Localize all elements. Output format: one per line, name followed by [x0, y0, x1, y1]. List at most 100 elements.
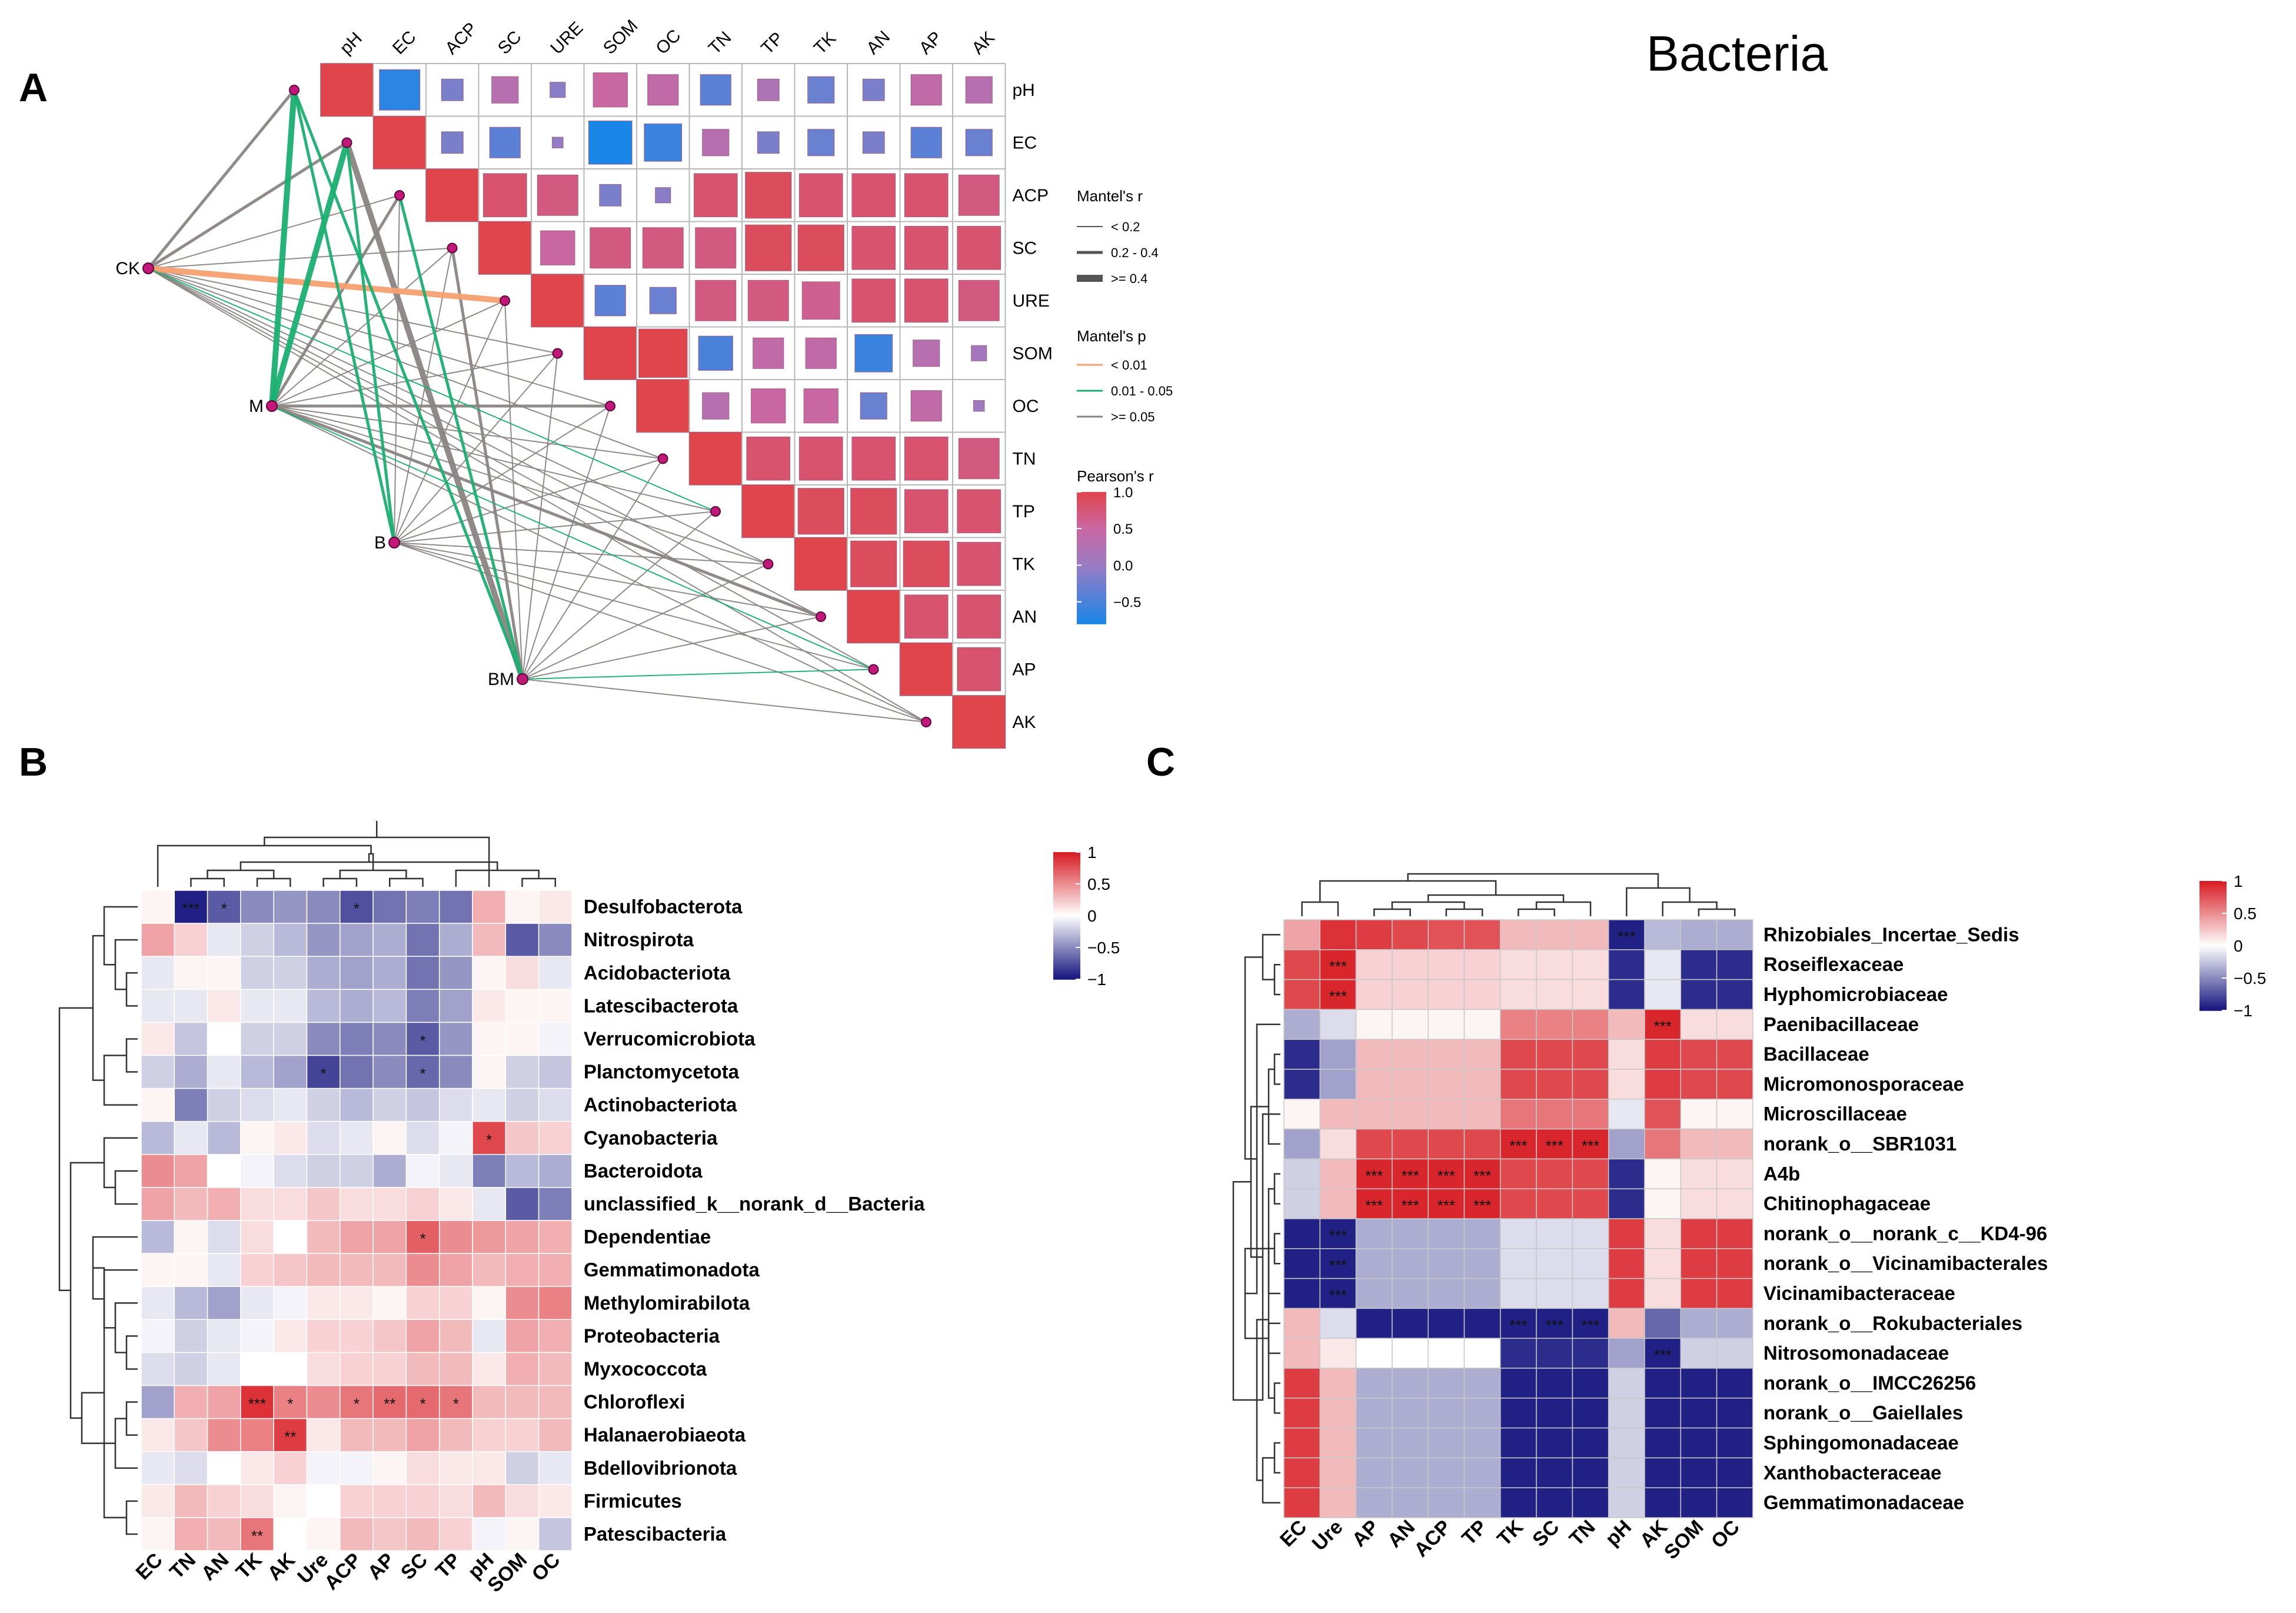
- heat-cell-chitinophagaceae-sc: [1536, 1188, 1573, 1219]
- right-label-ure: URE: [1013, 291, 1050, 311]
- heat-cell-unclassified-k-norank-d-bacteria-som: [505, 1187, 540, 1221]
- heat-cell-patescibacteria-ph: [472, 1517, 507, 1551]
- heat-cell-acidobacteriota-ak: [273, 956, 308, 990]
- row-label-gemmatimonadota: Gemmatimonadota: [584, 1259, 760, 1281]
- mantel-link-b-ak: [394, 542, 927, 723]
- significance-stars-14-10: ***: [1653, 1346, 1671, 1364]
- heat-cell-norank-o-rokubacteriales-ure: [1319, 1308, 1357, 1339]
- row-dendrogram-branch: [125, 972, 138, 1007]
- row-dendrogram-branch: [1262, 934, 1280, 980]
- corr-square-acp-oc: [655, 187, 671, 204]
- heat-cell-halanaerobiaeota-oc: [538, 1418, 573, 1452]
- heat-cell-chloroflexi-acp: [340, 1385, 374, 1419]
- heat-cell-rhizobiales-incertae-sedis-tk: [1500, 919, 1537, 950]
- col-label-ph: pH: [1601, 1516, 1636, 1551]
- heat-cell-bacillaceae-oc: [1716, 1039, 1753, 1070]
- legend-colorbar-swatch: [2199, 963, 2227, 966]
- row-dendrogram-branch: [1267, 1322, 1280, 1354]
- legend-pearson-swatch: [1077, 579, 1106, 582]
- heat-cell-a4b-som: [1680, 1158, 1718, 1189]
- heat-cell-chloroflexi-sc: [405, 1385, 440, 1419]
- heat-cell-gemmatimonadaceae-ec: [1283, 1487, 1321, 1518]
- legend-colorbar-swatch: [1053, 913, 1080, 916]
- panel-c-family-heatmap: *** *** *** *** *** *** *** *** *** *** *** *** *** *…: [1232, 872, 2266, 1564]
- corr-square-ure-som: [594, 285, 626, 317]
- figure-title: Bacteria: [1646, 26, 1828, 81]
- heat-cell-gemmatimonadaceae-ure: [1319, 1487, 1357, 1518]
- corr-square-oc-an: [860, 392, 887, 420]
- corr-square-ec-oc: [644, 123, 683, 162]
- heat-cell-unclassified-k-norank-d-bacteria-ph: [472, 1187, 507, 1221]
- heat-cell-verrucomicrobiota-som: [505, 1022, 540, 1056]
- legend-pearson-swatch: [1077, 560, 1106, 563]
- heat-cell-gemmatimonadaceae-oc: [1716, 1487, 1753, 1518]
- legend-colorbar-swatch: [1053, 934, 1080, 937]
- heat-cell-hyphomicrobiaceae-ure: [1319, 979, 1357, 1010]
- heat-cell-norank-o-imcc26256-som: [1680, 1368, 1718, 1399]
- corr-square-sc-ak: [957, 225, 1001, 270]
- top-label-ap: AP: [916, 28, 946, 58]
- legend-colorbar-swatch: [2199, 950, 2227, 953]
- legend-colorbar-swatch: [2199, 887, 2227, 890]
- significance-stars-7-7: ***: [1546, 1137, 1563, 1155]
- heat-cell-halanaerobiaeota-ec: [141, 1418, 175, 1452]
- heat-cell-norank-o-vicinamibacterales-ph: [1608, 1248, 1645, 1279]
- legend-colorbar-swatch: [1053, 873, 1080, 876]
- corr-square-ec-som: [588, 120, 633, 165]
- heat-cell-proteobacteria-ure: [306, 1319, 341, 1353]
- right-label-ap: AP: [1013, 660, 1036, 679]
- heat-cell-nitrospirota-ec: [141, 923, 175, 957]
- row-dendrogram-branch: [81, 1392, 115, 1444]
- legend-mantel-p-item-1: 0.01 - 0.05: [1111, 384, 1173, 398]
- heat-cell-bacteroidota-tn: [174, 1154, 208, 1188]
- legend-colorbar-swatch: [2199, 907, 2227, 910]
- corr-square-ec-tp: [757, 131, 780, 154]
- corr-square-sc-tk: [797, 224, 844, 271]
- heat-cell-hyphomicrobiaceae-som: [1680, 979, 1718, 1010]
- heat-cell-myxococcota-tk: [240, 1352, 274, 1386]
- corr-square-ec-ure: [552, 137, 564, 148]
- heat-cell-dependentiae-ak: [273, 1220, 308, 1254]
- heat-cell-paenibacillaceae-tk: [1500, 1009, 1537, 1040]
- heat-cell-bdellovibrionota-ap: [372, 1451, 407, 1485]
- heat-cell-vicinamibacteraceae-tk: [1500, 1278, 1537, 1309]
- corr-square-an-ak: [957, 594, 1001, 639]
- legend-colorbar-swatch: [2199, 902, 2227, 906]
- heat-cell-acidobacteriota-ure: [306, 956, 341, 990]
- heat-cell-micromonosporaceae-ap: [1355, 1069, 1393, 1100]
- row-label-rhizobiales-incertae-sedis: Rhizobiales_Incertae_Sedis: [1763, 923, 2019, 945]
- corr-square-ec-acp: [441, 131, 464, 154]
- heat-cell-desulfobacterota-tn: [174, 890, 208, 924]
- heat-cell-unclassified-k-norank-d-bacteria-ure: [306, 1187, 341, 1221]
- row-label-microscillaceae: Microscillaceae: [1763, 1103, 1907, 1125]
- heat-cell-norank-o-rokubacteriales-som: [1680, 1308, 1718, 1339]
- corr-square-tn-tk: [798, 436, 843, 481]
- legend-pearson-swatch: [1077, 610, 1106, 613]
- col-label-oc: OC: [1707, 1516, 1744, 1553]
- legend-colorbar-swatch: [1053, 949, 1080, 952]
- heat-cell-methylomirabilota-ak: [273, 1286, 308, 1321]
- heat-cell-myxococcota-ap: [372, 1352, 407, 1386]
- heat-cell-proteobacteria-an: [207, 1319, 241, 1353]
- mantel-link-ck-acp: [148, 195, 400, 269]
- heat-cell-firmicutes-ure: [306, 1484, 341, 1518]
- heat-cell-bacteroidota-ak: [273, 1154, 308, 1188]
- legend-tick-label-0: 1: [1087, 843, 1097, 862]
- row-label-norank-o-vicinamibacterales: norank_o__Vicinamibacterales: [1763, 1252, 2048, 1274]
- legend-colorbar-swatch: [2199, 915, 2227, 919]
- heat-cell-actinobacteriota-ec: [141, 1087, 175, 1122]
- heat-cell-nitrospirota-ak: [273, 923, 308, 957]
- heat-cell-rhizobiales-incertae-sedis-ure: [1319, 919, 1357, 950]
- heat-cell-verrucomicrobiota-tk: [240, 1022, 274, 1056]
- corr-square-ph-ph: [320, 63, 374, 117]
- heat-cell-latescibacterota-ap: [372, 989, 407, 1023]
- heat-cell-vicinamibacteraceae-ph: [1608, 1278, 1645, 1309]
- heat-cell-sphingomonadaceae-an: [1392, 1427, 1429, 1459]
- significance-stars-13-8: ***: [1582, 1316, 1599, 1334]
- heat-cell-acidobacteriota-tp: [438, 956, 473, 990]
- heat-cell-cyanobacteria-ap: [372, 1120, 407, 1155]
- heat-cell-micromonosporaceae-an: [1392, 1069, 1429, 1100]
- heat-cell-latescibacterota-acp: [340, 989, 374, 1023]
- heat-cell-roseiflexaceae-tn: [1572, 949, 1609, 980]
- corr-square-oc-ap: [910, 390, 942, 422]
